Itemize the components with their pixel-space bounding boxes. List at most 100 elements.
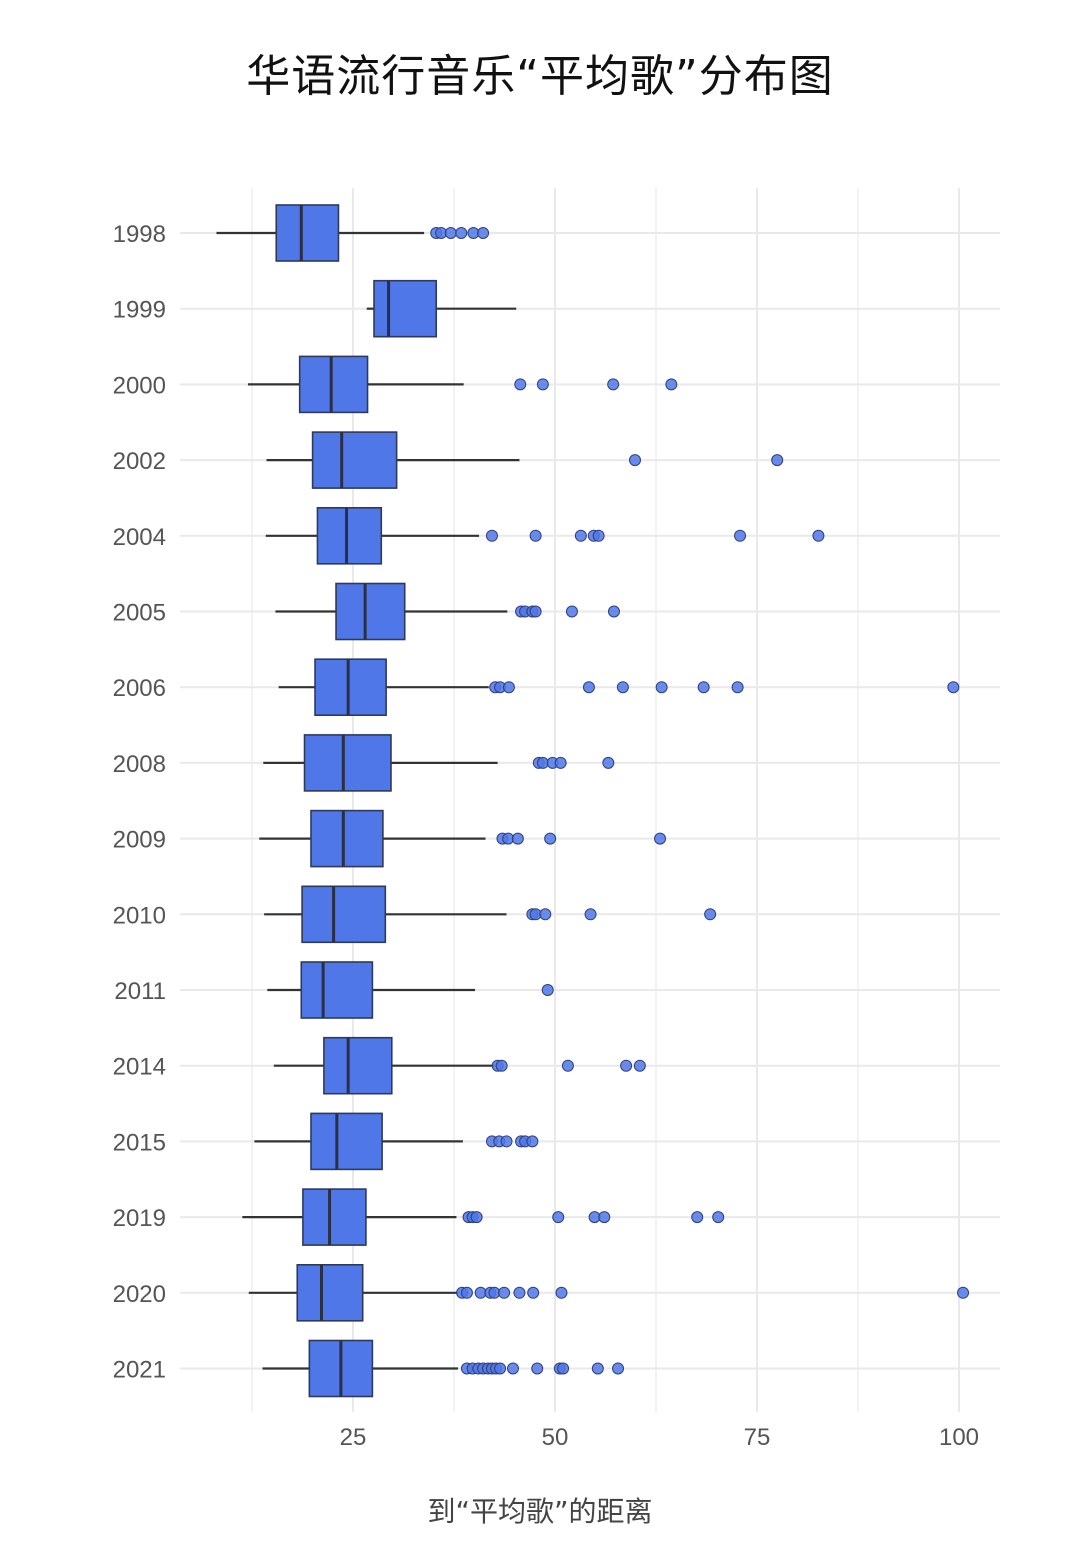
box-2009 xyxy=(259,809,667,868)
outlier-point xyxy=(731,681,744,694)
tick-labels: 1998 1999 2000 2002 2004 2005 2006 2008 2009 2010… xyxy=(113,221,979,1451)
outlier-point xyxy=(584,908,597,921)
box-2002 xyxy=(266,431,784,489)
y-tick-label: 2006 xyxy=(113,675,166,702)
y-tick-label: 2014 xyxy=(113,1054,166,1081)
outlier-point xyxy=(506,1362,519,1375)
y-tick-label: 2019 xyxy=(113,1205,166,1232)
outlier-point xyxy=(565,605,578,618)
iqr-box xyxy=(311,431,398,489)
y-tick-label: 2020 xyxy=(113,1281,166,1308)
box-1998 xyxy=(216,204,490,262)
y-tick-label: 2005 xyxy=(113,600,166,627)
outlier-point xyxy=(665,378,678,391)
outlier-point xyxy=(654,832,667,845)
outlier-point xyxy=(485,529,498,542)
outlier-point xyxy=(527,1286,540,1299)
outlier-point xyxy=(514,378,527,391)
y-tick-label: 2002 xyxy=(113,448,166,475)
iqr-box xyxy=(310,1112,383,1171)
y-tick-label: 1999 xyxy=(113,297,166,324)
box-2004 xyxy=(265,506,825,565)
outlier-point xyxy=(541,984,554,996)
outlier-point xyxy=(620,1059,633,1072)
y-tick-label: 2010 xyxy=(113,902,166,929)
chart-title: 华语流行音乐“平均歌”分布图 xyxy=(246,51,834,102)
box-2015 xyxy=(254,1112,539,1171)
outlier-point xyxy=(697,681,710,694)
outlier-point xyxy=(947,681,960,694)
box-2019 xyxy=(242,1188,725,1246)
box-2010 xyxy=(264,885,717,944)
outlier-point xyxy=(771,454,784,467)
outlier-point xyxy=(812,529,825,542)
outlier-point xyxy=(616,681,629,694)
y-tick-label: 2008 xyxy=(113,751,166,778)
outlier-point xyxy=(531,1362,544,1375)
outlier-point xyxy=(539,908,552,921)
outlier-point xyxy=(511,832,524,845)
outlier-point xyxy=(607,605,620,618)
outlier-point xyxy=(526,1135,539,1148)
box-2021 xyxy=(262,1339,625,1398)
outlier-point xyxy=(554,756,567,769)
outlier-point xyxy=(592,529,605,542)
iqr-box xyxy=(300,961,374,1019)
outlier-point xyxy=(495,1059,508,1072)
outlier-point xyxy=(544,832,557,845)
box-2005 xyxy=(275,582,620,641)
y-tick-label: 2021 xyxy=(113,1357,166,1384)
outlier-point xyxy=(513,1286,526,1299)
outlier-point xyxy=(498,1286,511,1299)
outlier-point xyxy=(704,908,717,921)
outlier-point xyxy=(502,681,515,694)
iqr-box xyxy=(298,355,369,414)
y-tick-label: 2009 xyxy=(113,827,166,854)
y-tick-label: 2000 xyxy=(113,372,166,399)
outlier-point xyxy=(591,1362,604,1375)
outlier-point xyxy=(691,1211,704,1224)
box-2014 xyxy=(273,1036,646,1095)
x-axis-label: 到“平均歌”的距离 xyxy=(427,1495,653,1528)
x-tick-label: 100 xyxy=(939,1424,979,1451)
iqr-box xyxy=(302,1188,367,1246)
iqr-box xyxy=(296,1264,364,1322)
box-2011 xyxy=(267,961,554,1019)
box-2008 xyxy=(263,734,615,792)
outlier-point xyxy=(734,529,747,542)
box-1999 xyxy=(366,279,517,338)
y-tick-label: 1998 xyxy=(113,221,166,248)
outlier-point xyxy=(455,227,468,239)
iqr-box xyxy=(335,582,406,641)
outlier-point xyxy=(529,529,542,542)
box-2006 xyxy=(278,658,960,717)
iqr-box xyxy=(275,204,340,262)
outlier-point xyxy=(500,1135,513,1148)
outlier-point xyxy=(470,1211,483,1224)
outlier-point xyxy=(555,1286,568,1299)
outlier-point xyxy=(494,1362,507,1375)
iqr-box xyxy=(316,506,383,565)
y-tick-label: 2011 xyxy=(114,978,166,1005)
iqr-box xyxy=(314,658,387,717)
iqr-box xyxy=(323,1036,393,1095)
iqr-box xyxy=(310,809,384,868)
iqr-box xyxy=(303,734,392,792)
outlier-point xyxy=(607,378,620,391)
outlier-point xyxy=(460,1286,473,1299)
box-2000 xyxy=(247,355,678,414)
iqr-box xyxy=(373,279,438,338)
outlier-point xyxy=(612,1362,625,1375)
x-tick-label: 50 xyxy=(542,1424,569,1451)
y-tick-label: 2015 xyxy=(113,1129,166,1156)
outlier-point xyxy=(655,681,668,694)
box-2020 xyxy=(248,1264,970,1322)
outlier-point xyxy=(628,454,641,467)
outlier-point xyxy=(582,681,595,694)
outlier-point xyxy=(633,1059,646,1072)
outlier-point xyxy=(477,227,490,239)
outlier-point xyxy=(557,1362,570,1375)
outlier-point xyxy=(552,1211,565,1224)
outlier-point xyxy=(957,1286,970,1299)
y-tick-label: 2004 xyxy=(113,524,166,551)
